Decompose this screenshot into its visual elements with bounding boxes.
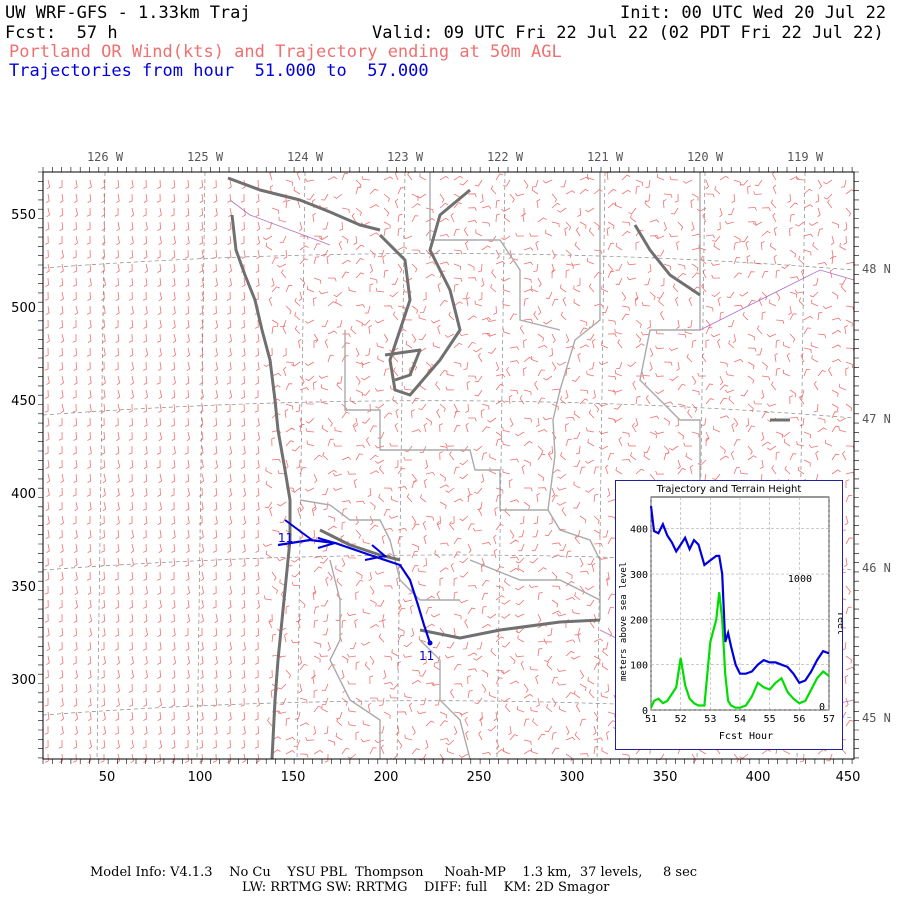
coastline [633,224,701,297]
state-boundaries-layer [299,172,855,760]
lon-label-121: 121 W [586,150,624,164]
frame-ticks [38,167,859,764]
trajectory-terrain-inset: Trajectory and Terrain Height meters abo… [615,480,846,750]
lon-label-124: 124 W [286,150,324,164]
river-line [699,269,855,331]
y-tick-450: 450 [11,394,36,409]
y-tick-400: 400 [11,487,36,502]
trajectory-arrow [284,519,339,549]
forecast-hour: Fcst: 57 h [5,23,118,43]
inset-x-tick: 56 [793,714,805,725]
inset-x-tick: 57 [823,714,835,725]
model-title: UW WRF-GFS - 1.33km Traj [5,3,251,23]
coast-boundary [229,199,331,246]
meridian-line [596,171,606,760]
inset-y-tick: 400 [630,525,648,536]
state-boundary [429,172,561,331]
coastline [227,176,381,232]
wind-barbs-layer [44,170,856,764]
meridian-line [196,171,206,760]
lon-label-123: 123 W [386,150,424,164]
lat-label-45: 45 N [862,711,891,725]
trajectory-layer [277,519,433,646]
coastline [384,348,422,382]
product-title: Portland OR Wind(kts) and Trajectory end… [9,42,562,62]
state-boundary [299,499,460,601]
axis-ticks [38,167,859,764]
inset-x-tick: 51 [645,714,657,725]
map-frame [42,171,855,760]
valid-time: Valid: 09 UTC Fri 22 Jul 22 (02 PDT Fri … [372,23,884,43]
state-boundary [419,639,471,760]
y-tick-350: 350 [11,580,36,595]
state-boundary [344,330,548,511]
lon-label-125: 125 W [186,150,224,164]
wind-barbs [44,170,856,764]
x-tick-100: 100 [187,770,213,785]
coastline [419,618,601,640]
y-tick-550: 550 [11,208,36,223]
coastline [378,188,471,397]
inset-chart: Trajectory and Terrain Height meters abo… [619,484,846,742]
lat-label-46: 46 N [862,561,891,575]
footer-physics-info: LW: RRTMG SW: RRTMG DIFF: full KM: 2D Sm… [242,880,610,895]
trajectory-end-label: 11 [419,649,435,663]
x-tick-350: 350 [652,770,678,785]
x-tick-400: 400 [745,770,771,785]
state-boundary [329,559,381,759]
inset-right-tick-0: 0 [819,702,825,713]
lon-label-120: 120 W [686,150,724,164]
x-tick-150: 150 [280,770,306,785]
y-tick-300: 300 [11,673,36,688]
footer-model-info: Model Info: V4.1.3 No Cu YSU PBL Thompso… [90,865,698,880]
trajectory-start-label: 11 [278,531,294,545]
x-tick-50: 50 [98,770,116,785]
inset-series-line [649,592,830,709]
inset-x-tick: 54 [734,714,746,725]
parallel-line [42,400,855,419]
trajectory-arrow [364,544,388,561]
inset-title: Trajectory and Terrain Height [656,484,802,495]
trajectory-path [277,538,432,644]
lat-label-47: 47 N [862,412,891,426]
inset-x-tick: 55 [764,714,776,725]
lon-label-122: 122 W [486,150,524,164]
state-boundary [469,559,601,601]
x-tick-200: 200 [373,770,399,785]
lat-label-48: 48 N [862,262,891,276]
trajectory-range: Trajectories from hour 51.000 to 57.000 [9,61,429,81]
inset-y-tick: 0 [642,706,648,717]
inset-ylabel-right: feet [835,611,842,635]
init-time: Init: 00 UTC Wed 20 Jul 22 [620,3,887,23]
inset-y-tick: 100 [630,661,648,672]
x-tick-450: 450 [835,770,861,785]
lon-label-126: 126 W [86,150,124,164]
x-tick-300: 300 [559,770,585,785]
inset-series-line [649,505,830,685]
x-tick-250: 250 [466,770,492,785]
inset-x-tick: 52 [675,714,687,725]
inset-right-tick-1000: 1000 [788,574,812,585]
coastline [319,528,401,562]
inset-y-tick: 200 [630,615,648,626]
coastline-layer [227,176,790,760]
state-boundary [547,509,601,620]
inset-ylabel-left: meters above sea level [619,562,629,681]
state-boundary [547,172,601,511]
coastline [230,214,292,760]
parallel-line [42,253,855,271]
lon-label-119: 119 W [786,150,824,164]
inset-x-tick: 53 [704,714,716,725]
inset-y-tick: 300 [630,570,648,581]
trajectory-end-marker [427,640,433,646]
y-tick-500: 500 [11,301,36,316]
inset-xlabel: Fcst Hour [719,731,773,742]
